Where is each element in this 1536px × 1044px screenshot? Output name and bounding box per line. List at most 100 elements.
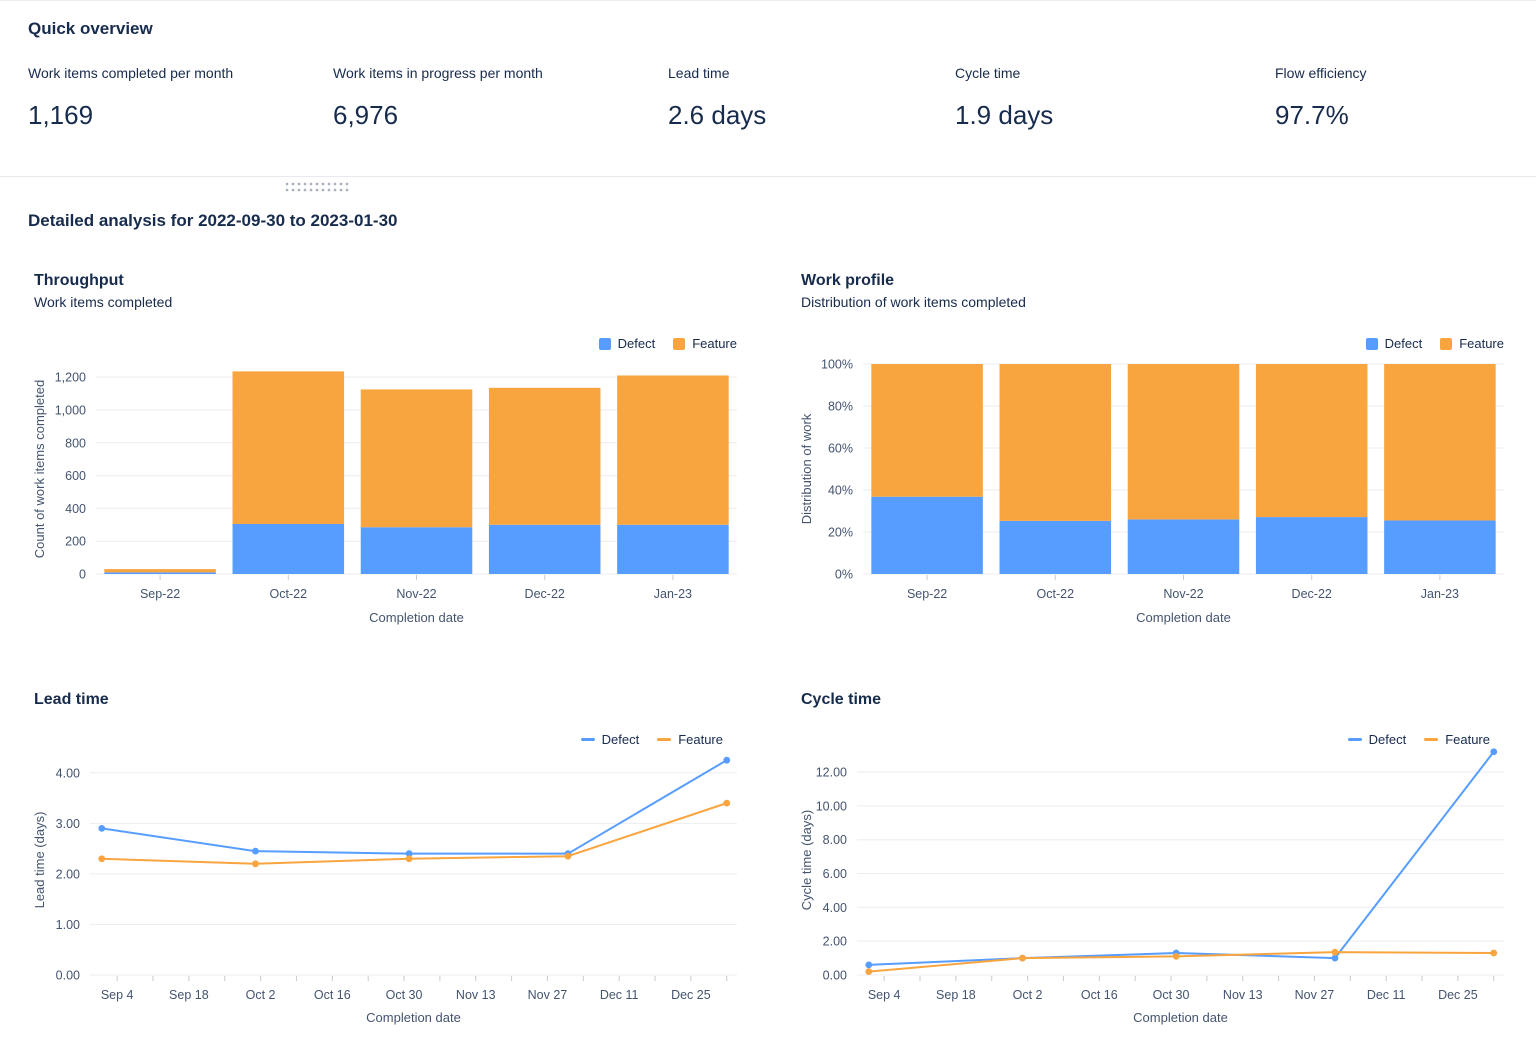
defect-swatch-icon [1365,337,1378,350]
legend-item-feature[interactable]: Feature [673,336,737,351]
bar-defect-oct-22[interactable] [999,520,1112,574]
kpi-value: 2.6 days [668,100,767,130]
bar-defect-dec-22[interactable] [488,524,601,574]
x-tick-label: Nov 27 [528,988,568,1002]
y-tick-label: 0.00 [56,969,80,983]
point-defect-2[interactable] [405,850,413,858]
point-feature-3[interactable] [564,852,572,860]
bar-feature-jan-23[interactable] [1384,364,1496,521]
x-tick-label: Sep 4 [868,988,901,1002]
point-defect-0[interactable] [865,961,873,969]
y-tick-label: 60% [828,442,853,456]
legend-item-feature[interactable]: Feature [1440,336,1504,351]
y-tick-label: 3.00 [56,817,80,831]
x-tick-label: Jan-23 [654,587,692,601]
bar-defect-jan-23[interactable] [1384,520,1496,574]
point-defect-1[interactable] [252,847,259,855]
bar-defect-sep-22[interactable] [871,496,983,574]
lead-time-chart: Lead time Defect Feature 0.00 1.00 2.00 3.0… [34,689,744,1035]
y-tick-label: 600 [65,469,86,483]
bar-defect-oct-22[interactable] [232,523,345,574]
y-axis-title: Lead time (days) [34,812,47,909]
bar-feature-nov-22[interactable] [1127,364,1240,520]
x-tick-label: Oct-22 [1037,587,1075,601]
bar-feature-dec-22[interactable] [1255,364,1368,518]
bar-defect-nov-22[interactable] [360,527,473,574]
bar-defect-sep-22[interactable] [104,572,216,574]
kpi-label: Lead time [668,65,730,81]
point-feature-4[interactable] [723,799,731,807]
legend-label: Defect [1384,336,1423,351]
legend-item-feature[interactable]: Feature [1424,732,1490,747]
point-feature-0[interactable] [98,855,106,863]
legend-item-feature[interactable]: Feature [657,732,723,747]
point-defect-0[interactable] [98,825,106,832]
bar-feature-oct-22[interactable] [999,364,1112,521]
point-defect-4[interactable] [1490,748,1498,756]
bar-feature-dec-22[interactable] [488,387,601,525]
chart-title: Work profile [801,272,895,289]
work-profile-plot: 0% 20% 40% 60% 80% 100% Sep-22 Oct-22 Nov-22 Dec-… [801,358,1504,625]
chart-title: Lead time [34,691,109,708]
legend-item-defect[interactable]: Defect [580,732,640,747]
x-tick-label: Sep-22 [907,587,947,601]
legend-label: Feature [678,732,723,747]
x-tick-label: Nov-22 [1163,587,1203,601]
y-axis-title: Count of work items completed [34,380,47,558]
point-feature-0[interactable] [865,968,873,976]
bar-feature-jan-23[interactable] [617,375,729,525]
point-defect-4[interactable] [723,756,731,764]
legend: Defect Feature [1365,336,1504,351]
point-feature-1[interactable] [1019,954,1026,962]
bar-feature-oct-22[interactable] [232,371,345,524]
y-tick-label: 10.00 [816,799,847,813]
point-feature-2[interactable] [405,855,413,863]
y-tick-label: 100% [821,358,853,372]
y-tick-label: 12.00 [816,766,847,780]
quick-overview-title: Quick overview [28,19,153,38]
x-tick-label: Dec 25 [671,988,711,1002]
x-tick-label: Oct 30 [386,988,423,1002]
bar-feature-nov-22[interactable] [360,389,473,528]
y-tick-label: 400 [65,502,86,516]
bar-defect-dec-22[interactable] [1255,517,1368,574]
y-tick-label: 6.00 [823,867,847,881]
y-tick-label: 0% [835,568,853,582]
y-tick-label: 4.00 [56,766,80,780]
legend-label: Defect [617,336,656,351]
x-tick-label: Oct 2 [246,988,276,1002]
feature-swatch-icon [673,337,686,350]
kpi-cycle-time: Cycle time 1.9 days [955,64,1245,132]
x-tick-label: Nov-22 [396,587,436,601]
kpi-value: 6,976 [333,100,399,130]
point-feature-1[interactable] [252,860,259,868]
legend: Defect Feature [580,732,723,747]
x-tick-label: Nov 13 [456,988,496,1002]
legend-item-defect[interactable]: Defect [1365,336,1423,351]
x-tick-label: Sep 18 [169,988,209,1002]
point-feature-2[interactable] [1172,952,1180,960]
x-tick-label: Oct 30 [1153,988,1190,1002]
point-feature-3[interactable] [1331,948,1339,956]
line-feature [100,802,728,865]
point-defect-3[interactable] [1331,954,1339,962]
legend-item-defect[interactable]: Defect [598,336,656,351]
x-tick-label: Dec 25 [1438,988,1478,1002]
point-feature-4[interactable] [1490,949,1498,957]
bar-defect-nov-22[interactable] [1127,519,1240,574]
resize-drag-handle-icon[interactable] [283,180,349,192]
y-tick-label: 2.00 [823,935,847,949]
x-tick-label: Dec-22 [1292,587,1332,601]
legend-label: Feature [1459,336,1504,351]
bar-defect-jan-23[interactable] [617,524,729,574]
bar-feature-sep-22[interactable] [104,569,216,573]
legend-label: Defect [601,732,640,747]
x-axis-title: Completion date [1133,1010,1228,1025]
feature-line-swatch-icon [1424,738,1439,741]
defect-swatch-icon [598,337,611,350]
y-tick-label: 200 [65,535,86,549]
legend-item-defect[interactable]: Defect [1347,732,1406,747]
y-tick-label: 20% [828,526,853,540]
bar-feature-sep-22[interactable] [871,364,983,497]
x-tick-label: Oct-22 [270,587,308,601]
